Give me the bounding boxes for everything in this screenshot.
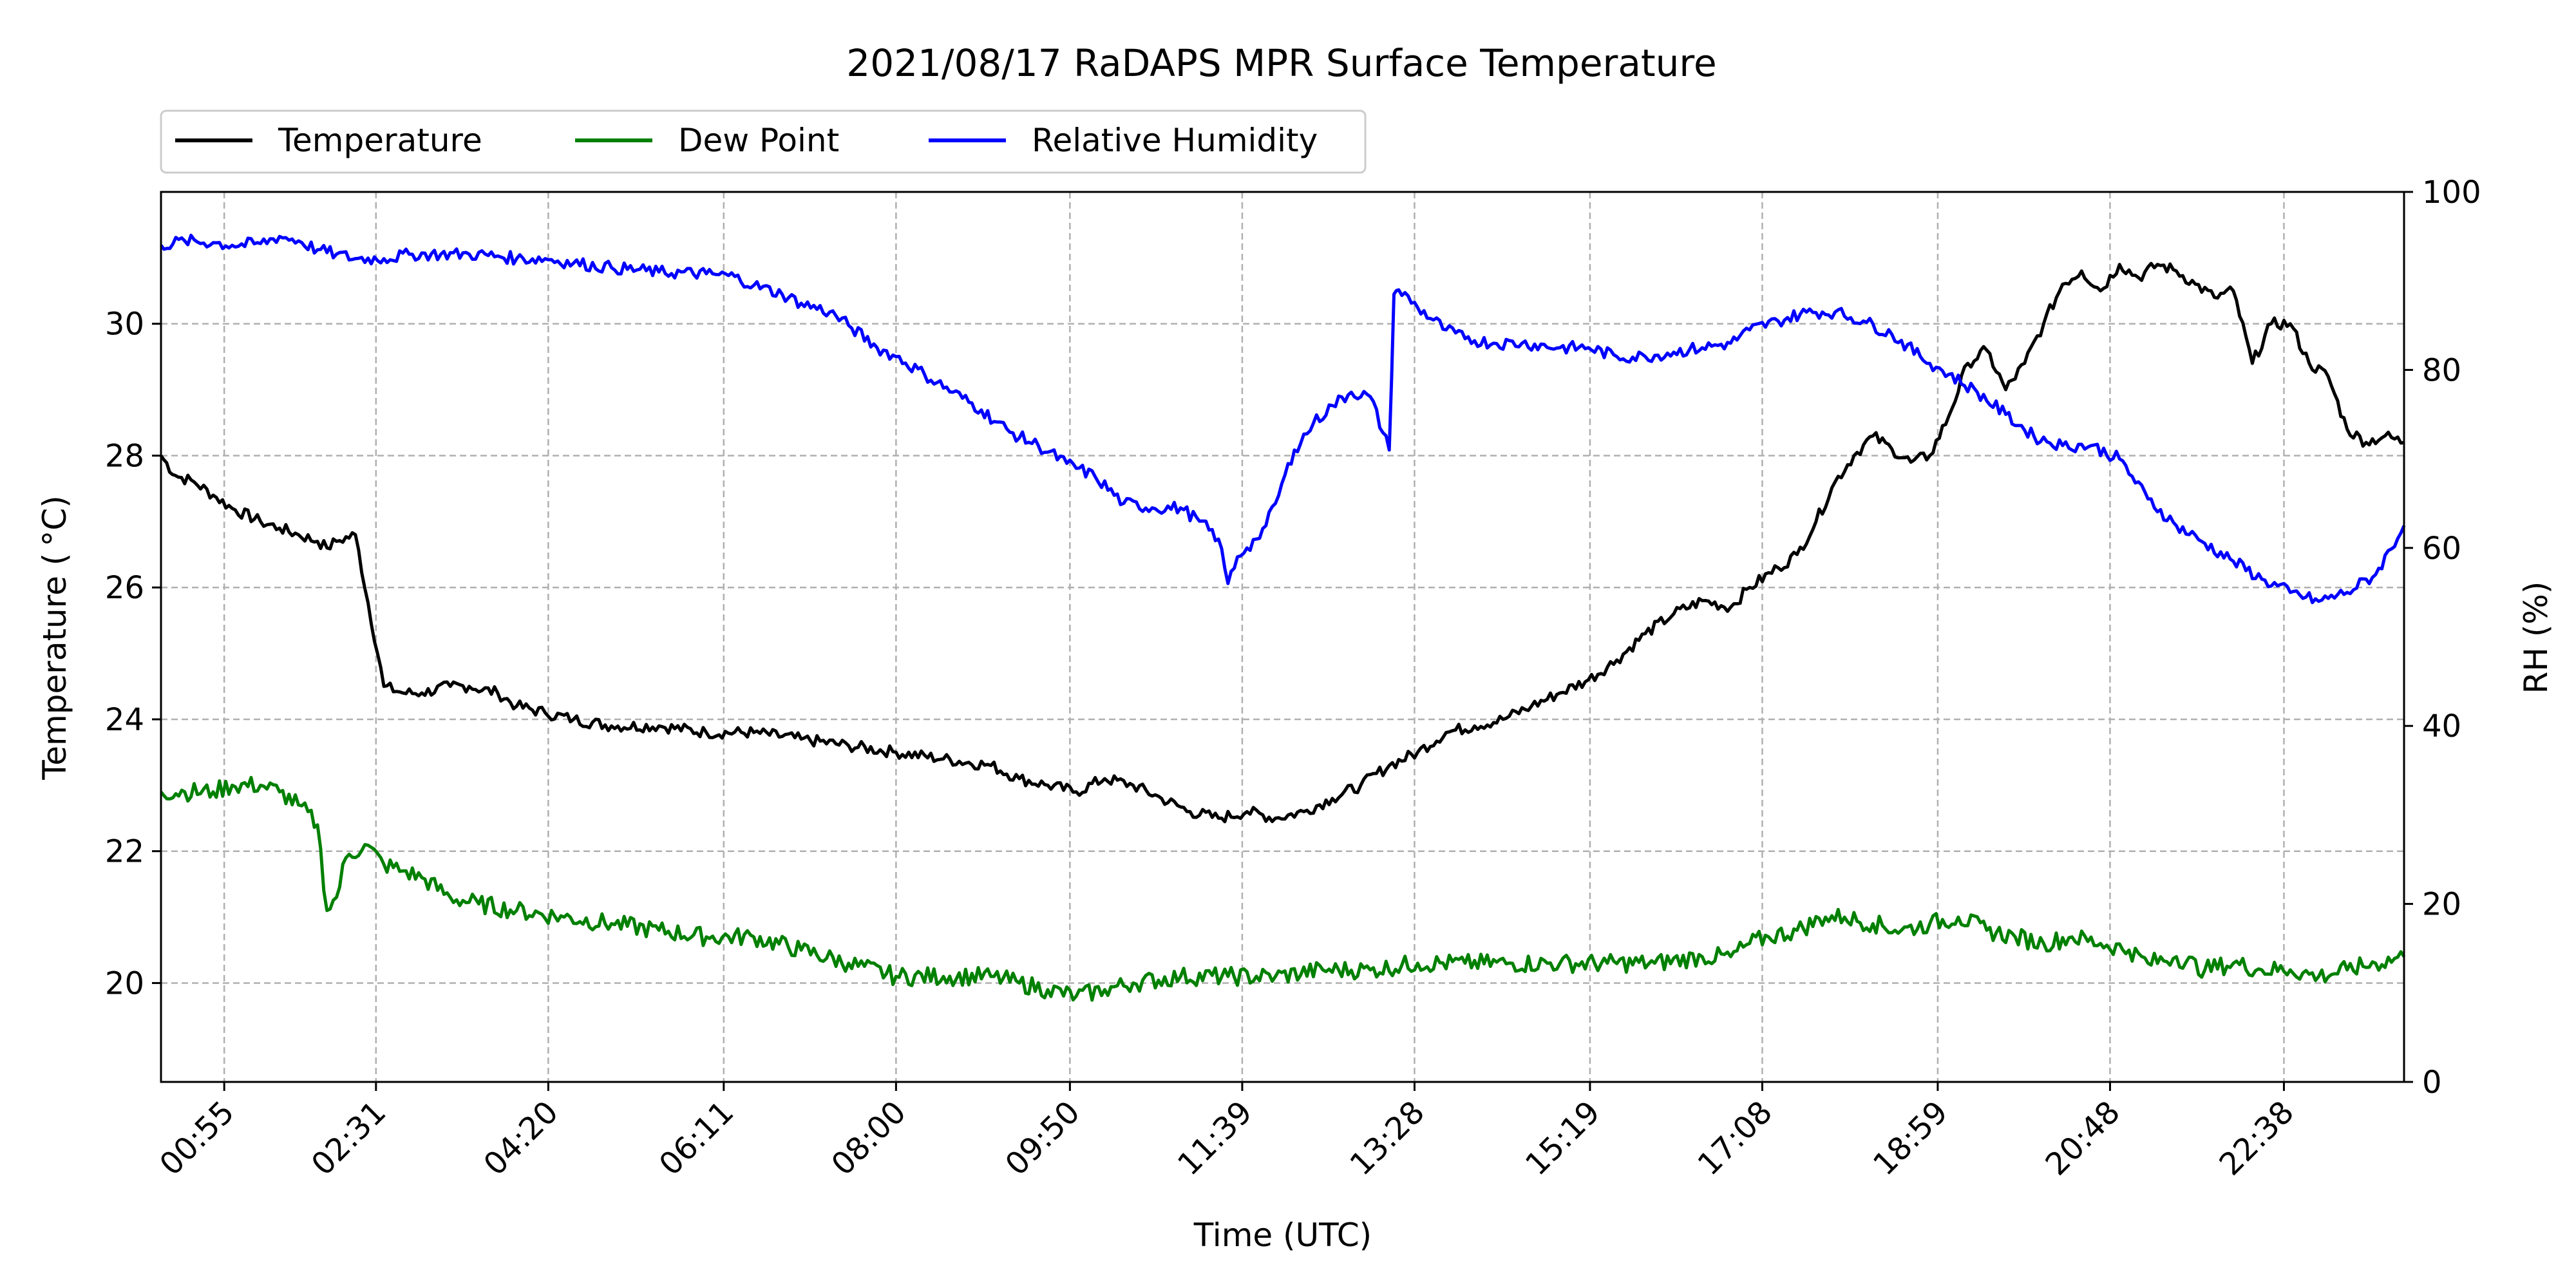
y-axis-label: Temperature ( °C) [36,495,73,781]
y2-axis-label: RH (%) [2517,582,2555,694]
legend: Temperature Dew Point Relative Humidity [160,109,1367,174]
x-axis-label: Time (UTC) [1193,1217,1372,1254]
y-tick-label: 30 [105,307,144,343]
y2-tick-label: 40 [2422,708,2461,744]
y-axis-ticks: 20 22 24 26 28 30 [105,307,161,1001]
y2-tick-label: 60 [2422,531,2461,567]
legend-label: Dew Point [678,122,839,159]
y2-tick-label: 0 [2422,1065,2442,1101]
y-tick-label: 28 [105,438,144,474]
grid-lines [161,192,2404,1082]
legend-frame [160,109,1367,174]
y-tick-label: 26 [105,570,144,606]
plot-frame [160,191,2405,1083]
legend-entry: Dew Point [575,122,839,159]
legend-entry: Relative Humidity [929,122,1318,159]
series-line-relative-humidity [160,233,2406,605]
series-line-temperature [159,261,2405,824]
legend-label: Relative Humidity [1032,122,1318,159]
y2-axis-ticks: 0 20 40 60 80 100 [2404,175,2481,1101]
y-tick-label: 20 [105,965,144,1001]
y2-tick-label: 20 [2422,887,2461,923]
y-tick-label: 22 [105,834,144,870]
chart-title: 2021/08/17 RaDAPS MPR Surface Temperatur… [846,41,1716,85]
y2-tick-label: 80 [2422,352,2461,388]
y2-tick-label: 100 [2422,175,2481,211]
legend-label: Temperature [278,122,482,159]
legend-entry: Temperature [175,122,482,159]
y-tick-label: 24 [105,702,144,738]
series-line-dew-point [160,775,2406,1002]
plot-series [159,233,2406,1002]
